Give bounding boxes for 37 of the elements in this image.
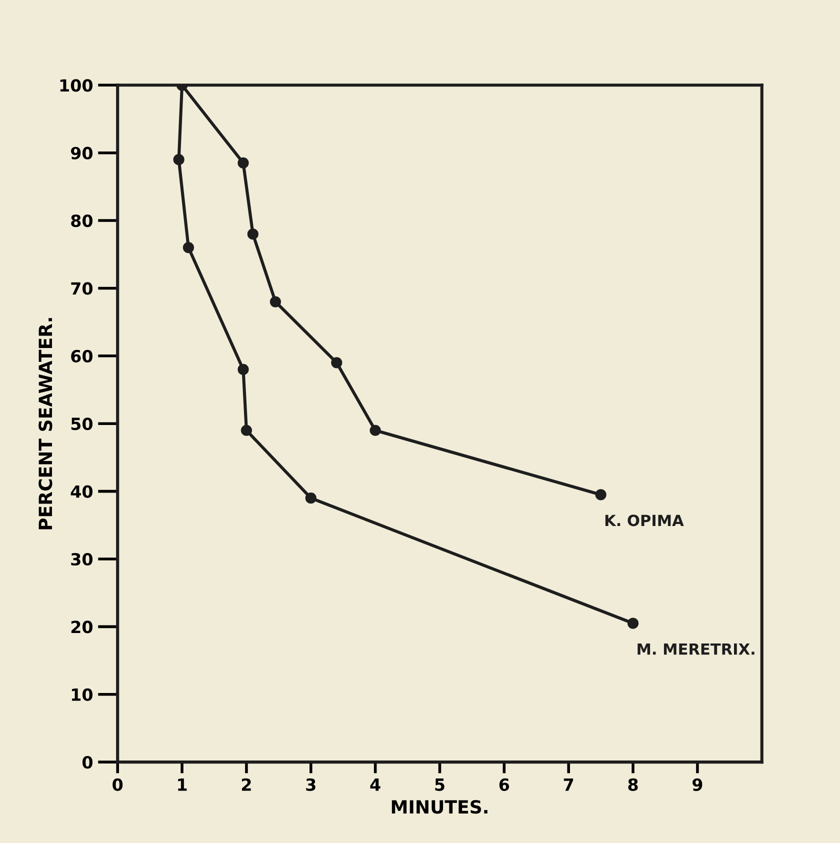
point <box>331 357 342 368</box>
y-tick-label: 90 <box>70 146 92 160</box>
x-tick-label: 7 <box>564 778 574 791</box>
x-tick-label: 5 <box>435 778 444 791</box>
x-axis-title: MINUTES. <box>392 800 488 814</box>
x-tick-label: 2 <box>242 778 251 791</box>
series-label: M. MERETRIX. <box>638 643 754 655</box>
y-tick-label: 40 <box>70 485 92 498</box>
x-tick-label: 3 <box>306 778 316 791</box>
y-tick-label: 20 <box>71 620 92 634</box>
x-tick-label: 0 <box>112 778 123 791</box>
y-tick-label: 80 <box>71 214 92 228</box>
x-tick-label: 9 <box>692 778 702 791</box>
point <box>305 492 316 504</box>
point <box>370 424 381 436</box>
point <box>173 154 184 166</box>
x-tick-label: 8 <box>628 778 638 791</box>
y-tick-label: 100 <box>60 79 92 92</box>
y-tick-label: 70 <box>71 282 92 295</box>
point <box>270 296 282 308</box>
x-tick-label: 4 <box>370 778 380 791</box>
point <box>240 424 252 436</box>
point <box>238 157 249 169</box>
y-tick-label: 0 <box>82 756 92 769</box>
point <box>627 618 639 629</box>
y-tick-label: 10 <box>72 688 92 701</box>
point <box>182 242 194 254</box>
y-tick-label: 30 <box>71 552 92 566</box>
x-tick-label: 1 <box>178 778 187 791</box>
y-tick-label: 50 <box>71 418 92 430</box>
point <box>595 489 606 500</box>
point <box>238 364 249 376</box>
y-axis-title: PERCENT SEAWATER. <box>38 318 52 530</box>
series-label: K. OPIMA <box>605 514 684 526</box>
x-tick-label: 6 <box>499 778 510 791</box>
point <box>247 228 258 240</box>
y-tick-label: 60 <box>71 350 92 362</box>
